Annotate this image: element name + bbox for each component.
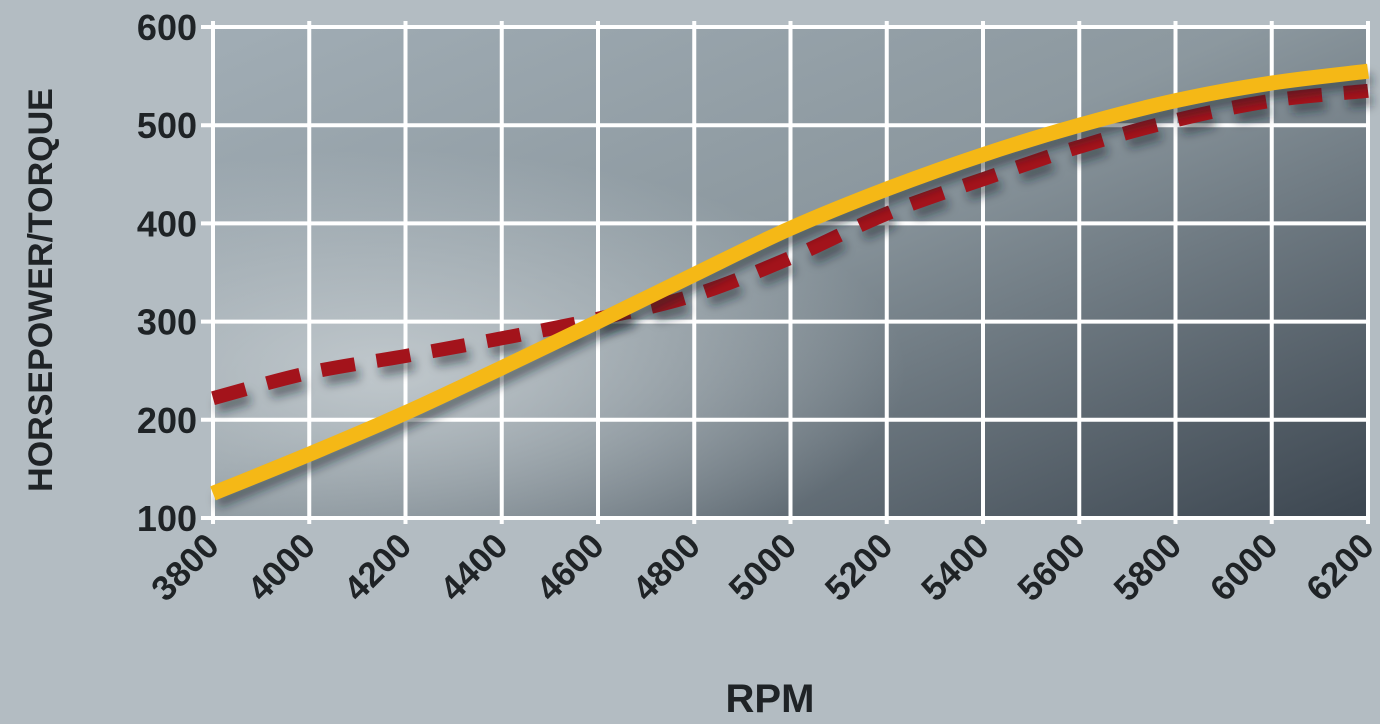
- data-point: [598, 321, 599, 322]
- dashed-series-line: [211, 83, 1369, 405]
- data-point: [405, 412, 406, 413]
- data-point: [983, 179, 984, 180]
- data-point: [405, 355, 406, 356]
- y-tick-label: 600: [137, 7, 197, 48]
- data-point: [309, 372, 310, 373]
- y-tick-label: 200: [137, 400, 197, 441]
- y-axis-label: HORSEPOWER/TORQUE: [22, 88, 60, 492]
- data-point: [1271, 100, 1272, 101]
- series-shadow: [215, 93, 1373, 413]
- data-point: [213, 493, 214, 494]
- solid-series: [210, 63, 1373, 508]
- data-point: [886, 189, 887, 190]
- x-tick-label: 6000: [1203, 526, 1286, 609]
- x-tick-label: 4400: [433, 526, 516, 609]
- x-axis-label: RPM: [726, 677, 815, 719]
- data-point: [1175, 100, 1176, 101]
- data-point: [1368, 90, 1369, 91]
- y-tick-label: 100: [137, 498, 197, 539]
- data-point: [1079, 125, 1080, 126]
- x-tick-label: 5400: [914, 526, 997, 609]
- y-tick-label: 300: [137, 302, 197, 343]
- data-point: [213, 398, 214, 399]
- solid-series-line: [210, 63, 1369, 501]
- x-tick-label: 5600: [1010, 526, 1093, 609]
- x-tick-label: 4000: [240, 526, 323, 609]
- data-point: [1271, 82, 1272, 83]
- data-point: [1368, 71, 1369, 72]
- x-tick-label: 5200: [818, 526, 901, 609]
- y-tick-label: 400: [137, 203, 197, 244]
- data-point: [886, 213, 887, 214]
- series-shadow: [214, 74, 1373, 508]
- data-point: [694, 274, 695, 275]
- data-point: [790, 228, 791, 229]
- x-tick-label: 4200: [337, 526, 420, 609]
- x-tick-label: 4600: [529, 526, 612, 609]
- series-group: [210, 63, 1373, 508]
- dashed-series: [211, 83, 1373, 413]
- data-point: [501, 338, 502, 339]
- data-point: [501, 367, 502, 368]
- data-point: [983, 154, 984, 155]
- x-tick-label: 4800: [625, 526, 708, 609]
- data-point: [790, 257, 791, 258]
- x-tick-label: 6200: [1299, 526, 1380, 609]
- data-point: [1079, 146, 1080, 147]
- data-point: [1175, 120, 1176, 121]
- data-point: [309, 454, 310, 455]
- y-tick-label: 500: [137, 105, 197, 146]
- data-point: [694, 295, 695, 296]
- x-tick-label: 5800: [1107, 526, 1190, 609]
- x-tick-label: 5000: [722, 526, 805, 609]
